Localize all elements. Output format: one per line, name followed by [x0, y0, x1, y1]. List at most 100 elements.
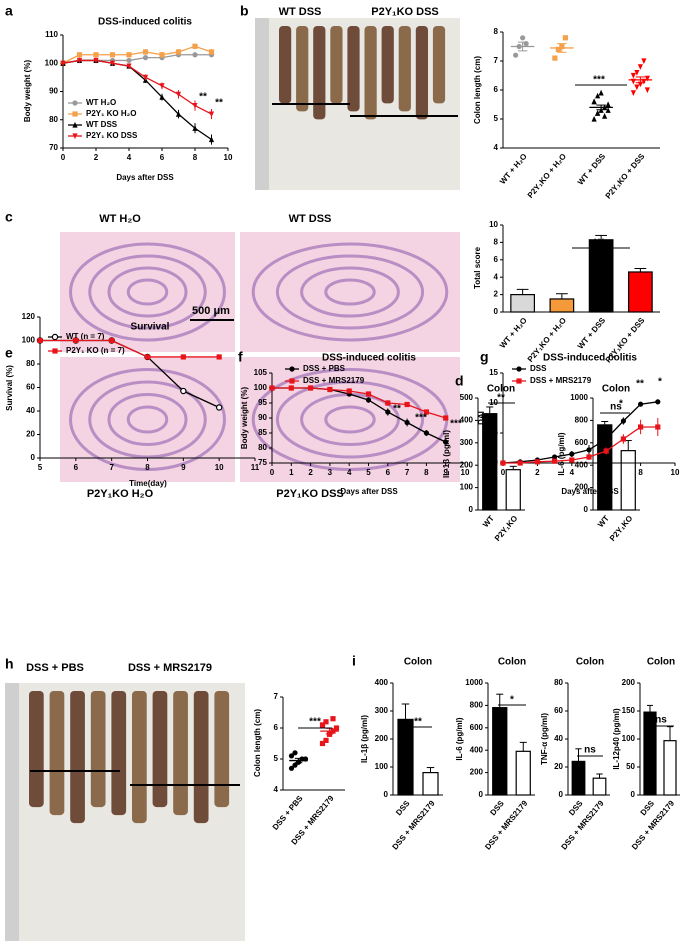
marker: [269, 385, 275, 391]
marker: [520, 35, 526, 41]
marker: [192, 52, 198, 58]
panel-label: f: [238, 349, 243, 365]
marker: [605, 107, 611, 113]
x-tick-label: 7: [109, 463, 114, 472]
y-tick-label: 200: [575, 483, 589, 492]
marker: [51, 333, 59, 341]
significance-label: **: [414, 717, 422, 728]
y-axis-label: IL-6 (pg/ml): [455, 717, 464, 760]
y-tick-label: 5: [494, 428, 499, 437]
marker: [569, 457, 575, 463]
x-tick-label: DSS + MRS2179: [483, 798, 530, 851]
chart-title: Colon: [498, 657, 526, 668]
marker: [192, 103, 198, 109]
marker: [595, 110, 601, 116]
x-tick-label: WT + DSS: [576, 315, 608, 350]
y-tick-label: 105: [254, 368, 268, 377]
y-tick-label: 0: [631, 790, 636, 799]
x-tick-label: 6: [160, 153, 165, 162]
colon-specimen: [132, 691, 147, 824]
colon-specimen: [432, 26, 446, 104]
marker: [552, 454, 558, 460]
y-tick-label: 110: [45, 30, 58, 39]
colon-specimen: [398, 26, 411, 112]
significance-label: **: [393, 404, 401, 415]
colon-specimen: [415, 26, 429, 120]
image-caption: WT H₂O: [99, 213, 141, 225]
ruler: [5, 683, 19, 941]
marker: [638, 424, 644, 430]
y-tick-label: 100: [375, 762, 389, 771]
x-tick-label: 10: [671, 468, 680, 477]
y-tick-label: 600: [575, 438, 589, 447]
x-tick-label: 4: [127, 153, 132, 162]
significance-label: ns: [655, 715, 667, 726]
x-tick-label: P2Y₁KO: [493, 514, 519, 543]
y-tick-label: 0: [494, 458, 499, 467]
series-line: [272, 387, 446, 419]
y-tick-label: 0: [584, 505, 589, 514]
marker: [634, 84, 640, 91]
chart-title: DSS-induced colitis: [98, 17, 192, 28]
y-tick-label: 400: [470, 745, 484, 754]
y-tick-label: 2: [494, 290, 499, 299]
y-tick-label: 10: [489, 398, 498, 407]
histology-section: [240, 232, 460, 352]
x-axis-label: Time(day): [129, 479, 167, 488]
tissue-ring: [126, 405, 169, 434]
chart-title: Survival: [131, 322, 170, 333]
y-tick-label: 4: [494, 272, 499, 281]
panel-label: b: [240, 3, 249, 19]
tissue-ring: [69, 368, 226, 471]
marker: [516, 366, 522, 372]
y-tick-label: 100: [45, 58, 59, 67]
marker: [404, 419, 410, 426]
y-axis-label: Body weight (%): [240, 387, 249, 450]
marker: [180, 387, 187, 395]
y-tick-label: 85: [258, 428, 267, 437]
colon-specimen: [279, 26, 292, 104]
x-tick-label: 10: [215, 463, 224, 472]
chart-title: DSS-induced colitis: [543, 353, 637, 364]
marker: [72, 100, 78, 106]
significance-label: ***: [415, 413, 427, 424]
colon-specimen: [364, 26, 377, 120]
y-tick-label: 0: [31, 453, 36, 462]
marker: [603, 436, 609, 442]
x-tick-label: P2Y₁KO: [608, 514, 634, 543]
marker: [144, 354, 151, 360]
image-caption: P2Y₁KO DSS: [276, 488, 344, 500]
marker: [598, 89, 604, 96]
marker: [208, 136, 215, 143]
y-tick-label: 80: [49, 115, 58, 124]
panel-label: e: [5, 345, 13, 361]
marker: [586, 447, 592, 453]
marker: [288, 385, 294, 391]
y-tick-label: 5: [274, 754, 279, 763]
y-axis-label: Survival (%): [5, 365, 14, 411]
y-tick-label: 300: [375, 706, 389, 715]
y-tick-label: 4: [274, 785, 279, 794]
y-tick-label: 4: [494, 143, 499, 152]
colon-specimen: [296, 26, 309, 112]
x-tick-label: WT: [481, 514, 496, 529]
marker: [517, 460, 523, 466]
x-tick-label: WT: [596, 514, 611, 529]
image-caption: DSS + PBS: [26, 662, 84, 674]
x-tick-label: DSS: [639, 798, 657, 817]
y-tick-label: 6: [274, 723, 279, 732]
y-tick-label: 80: [258, 443, 267, 452]
tissue-ring: [324, 405, 376, 434]
colon-specimen: [111, 691, 127, 816]
x-tick-label: P2Y₁KO + DSS: [604, 151, 647, 200]
marker: [142, 55, 149, 61]
marker: [346, 388, 352, 394]
x-tick-label: 0: [270, 468, 275, 477]
x-tick-label: P2Y₁KO + H₂O: [526, 152, 568, 200]
y-tick-label: 6: [494, 85, 499, 94]
image-caption: DSS + MRS2179: [128, 662, 212, 674]
y-tick-label: 5: [494, 114, 499, 123]
x-tick-label: DSS: [394, 798, 412, 817]
y-tick-label: 6: [494, 255, 499, 264]
bar: [663, 740, 677, 796]
